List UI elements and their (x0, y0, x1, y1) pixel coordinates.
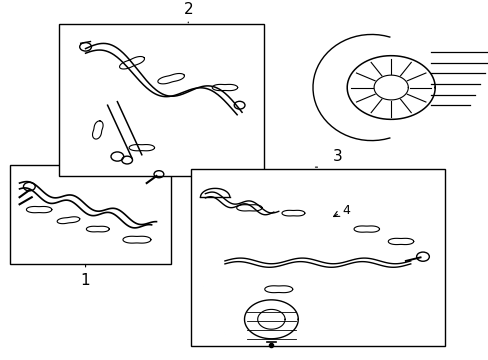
Bar (190, 169, 444, 346)
Text: 4: 4 (342, 204, 349, 217)
Text: 3: 3 (332, 149, 342, 164)
Bar (10, 165, 171, 265)
Bar (59, 24, 264, 176)
Text: 1: 1 (81, 273, 90, 288)
Text: 2: 2 (183, 3, 193, 17)
